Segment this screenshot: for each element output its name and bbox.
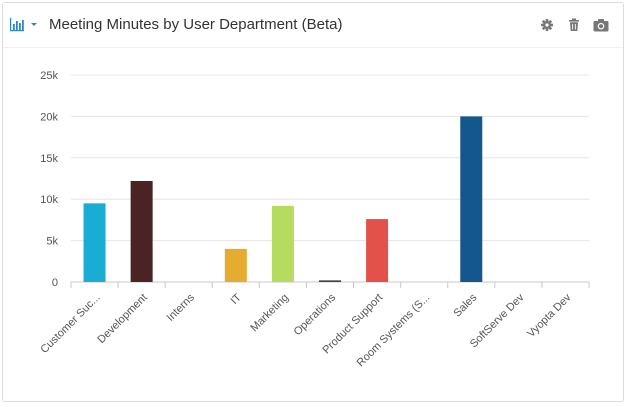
bar-6 bbox=[366, 219, 389, 282]
bar-1 bbox=[130, 180, 153, 282]
bar-3 bbox=[224, 248, 247, 282]
x-tick-label: Interns bbox=[165, 291, 198, 324]
x-tick-label: Customer Suc... bbox=[38, 292, 102, 356]
chart-widget: Meeting Minutes by User Department (Beta… bbox=[2, 2, 624, 402]
y-tick-label: 15k bbox=[40, 153, 58, 165]
bar-chart-icon bbox=[10, 18, 24, 32]
x-tick-label: Marketing bbox=[248, 292, 291, 335]
gear-icon bbox=[541, 19, 553, 31]
y-tick-label: 10k bbox=[40, 194, 58, 206]
trash-icon bbox=[569, 18, 579, 31]
settings-button[interactable] bbox=[538, 16, 556, 34]
caret-down-icon bbox=[31, 23, 37, 26]
y-tick-label: 25k bbox=[40, 70, 58, 82]
x-tick-label: Vyopta Dev bbox=[525, 291, 574, 340]
x-tick-label: Development bbox=[95, 292, 149, 346]
widget-header: Meeting Minutes by User Department (Beta… bbox=[3, 3, 623, 48]
snapshot-button[interactable] bbox=[592, 16, 610, 34]
bar-8 bbox=[460, 116, 483, 283]
y-tick-label: 0 bbox=[52, 277, 58, 289]
x-tick-label: IT bbox=[229, 291, 245, 307]
y-tick-label: 5k bbox=[46, 236, 58, 248]
camera-icon bbox=[593, 19, 609, 32]
bar-0 bbox=[83, 203, 106, 282]
chart-type-dropdown[interactable] bbox=[9, 15, 43, 35]
x-tick-label: Sales bbox=[451, 291, 479, 319]
bar-chart: 0 5k 10k 15k 20k 25k Customer Suc...Developmen… bbox=[38, 70, 590, 369]
y-tick-label: 20k bbox=[40, 111, 58, 123]
x-tick-label: Operations bbox=[292, 291, 339, 338]
widget-title: Meeting Minutes by User Department (Beta… bbox=[49, 16, 343, 33]
bar-4 bbox=[271, 205, 294, 282]
delete-button[interactable] bbox=[565, 16, 583, 34]
bar-5 bbox=[319, 280, 341, 282]
chart-area: 0 5k 10k 15k 20k 25k Customer Suc... Developmen… bbox=[3, 47, 623, 402]
